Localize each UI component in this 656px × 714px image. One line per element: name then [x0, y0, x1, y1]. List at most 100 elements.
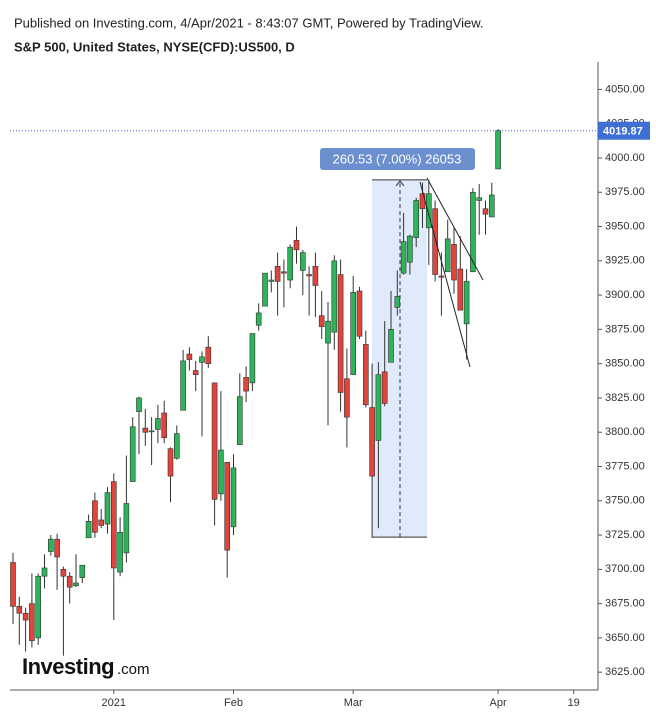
- candle-body: [224, 462, 230, 551]
- logo-main: Investing: [22, 654, 114, 679]
- candle-body: [155, 418, 161, 430]
- candle-body: [432, 208, 438, 275]
- candle-body: [274, 266, 281, 282]
- measure-arrowhead: [395, 180, 405, 187]
- candle-body: [10, 562, 16, 607]
- candle-body: [117, 532, 123, 573]
- candle-body: [312, 266, 319, 286]
- candle-body: [104, 492, 111, 525]
- candle-body: [425, 193, 432, 229]
- plot: 3625.00 3650.00 3675.00 3700.00 3725.00 3750.…: [10, 83, 650, 709]
- candle-body: [22, 612, 29, 621]
- candle-body: [211, 382, 218, 500]
- candle-body: [129, 426, 136, 482]
- candle-body: [325, 320, 331, 344]
- candle-body: [287, 246, 294, 281]
- y-tick-label: 3650.00: [605, 632, 645, 644]
- x-tick-label: 19: [568, 697, 580, 709]
- y-tick-label: 4050.00: [605, 83, 645, 95]
- candle-body: [394, 296, 401, 308]
- measure-label-box: [320, 148, 475, 170]
- candle-body: [54, 538, 60, 558]
- candle-body: [237, 396, 243, 445]
- candle-body: [470, 191, 476, 273]
- candle-body: [369, 407, 375, 477]
- candle-body: [388, 329, 394, 363]
- candle-body: [249, 333, 256, 384]
- last-price-label: 4019.87: [603, 126, 643, 138]
- y-tick-label: 3725.00: [605, 529, 645, 541]
- chart-title: S&P 500, United States, NYSE(CFD):US500,…: [14, 39, 295, 54]
- candle-body: [142, 427, 149, 433]
- candle-body: [407, 235, 413, 263]
- candle-body: [318, 315, 325, 327]
- x-tick-label: Mar: [344, 697, 363, 709]
- candle-body: [161, 412, 167, 439]
- candle-body: [476, 197, 483, 201]
- candle-body: [123, 503, 130, 554]
- candle-body: [16, 606, 23, 614]
- candle-body: [79, 564, 86, 578]
- candle-body: [337, 274, 344, 393]
- x-tick-label: Feb: [224, 697, 243, 709]
- candle-body: [444, 238, 451, 273]
- y-tick-label: 3875.00: [605, 323, 645, 335]
- y-tick-label: 3900.00: [605, 289, 645, 301]
- y-tick-label: 3950.00: [605, 220, 645, 232]
- candle-body: [148, 430, 155, 433]
- y-tick-label: 3800.00: [605, 426, 645, 438]
- candle-body: [262, 272, 268, 307]
- logo-suffix: .com: [117, 661, 150, 678]
- y-tick-label: 3825.00: [605, 392, 645, 404]
- candle-body: [85, 521, 92, 539]
- y-tick-label: 3850.00: [605, 358, 645, 370]
- candle-body: [230, 467, 237, 528]
- candle-body: [66, 575, 73, 588]
- candle-body: [413, 200, 420, 238]
- y-tick-label: 3625.00: [605, 666, 645, 678]
- candle-body: [281, 271, 287, 274]
- candle-body: [482, 208, 489, 215]
- candle-body: [218, 449, 224, 495]
- y-tick-label: 3675.00: [605, 598, 645, 610]
- candle-body: [463, 281, 470, 325]
- candle-body: [375, 374, 382, 441]
- y-tick-label: 4000.00: [605, 152, 645, 164]
- candle-body: [293, 239, 300, 251]
- candle-body: [457, 268, 464, 311]
- candle-body: [495, 130, 501, 170]
- candle-body: [255, 312, 262, 326]
- candle-body: [306, 274, 312, 277]
- y-tick-label: 3775.00: [605, 460, 645, 472]
- y-tick-label: 3750.00: [605, 495, 645, 507]
- candle-body: [205, 346, 212, 364]
- y-tick-label: 3975.00: [605, 186, 645, 198]
- candle-body: [451, 244, 457, 281]
- candle-body: [192, 370, 199, 375]
- candle-body: [362, 344, 369, 406]
- candle-body: [47, 538, 54, 552]
- candle-body: [186, 353, 193, 360]
- last-price-box: [598, 121, 650, 140]
- published-note: Published on Investing.com, 4/Apr/2021 -…: [14, 15, 483, 30]
- candle-body: [41, 567, 48, 577]
- candle-body: [199, 356, 205, 363]
- trend-line: [426, 177, 484, 281]
- candle-body: [167, 448, 174, 477]
- y-tick-label: 3925.00: [605, 255, 645, 267]
- candle-body: [299, 252, 306, 271]
- x-tick-label: 2021: [102, 697, 126, 709]
- candle-body: [98, 519, 104, 526]
- candle-body: [344, 378, 350, 418]
- candle-body: [111, 481, 117, 569]
- candle-body: [381, 371, 388, 404]
- candle-body: [60, 569, 67, 577]
- candle-body: [35, 575, 42, 639]
- candle-body: [488, 194, 495, 218]
- candle-body: [136, 397, 142, 412]
- candle-body: [350, 292, 357, 375]
- trend-line: [419, 181, 471, 368]
- x-tick-label: Apr: [490, 697, 507, 709]
- candle-body: [92, 500, 98, 533]
